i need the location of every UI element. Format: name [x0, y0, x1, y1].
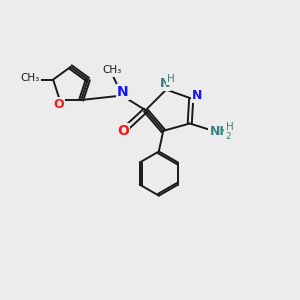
Text: O: O	[53, 98, 64, 111]
Text: H: H	[226, 122, 233, 132]
Text: H: H	[167, 74, 175, 84]
Text: CH₃: CH₃	[102, 65, 121, 76]
Text: O: O	[117, 124, 129, 138]
Text: NH: NH	[209, 125, 230, 138]
Text: CH₃: CH₃	[21, 73, 40, 83]
Text: 2: 2	[226, 132, 231, 141]
Text: N: N	[117, 85, 128, 99]
Text: N: N	[160, 77, 170, 90]
Text: N: N	[192, 89, 202, 102]
